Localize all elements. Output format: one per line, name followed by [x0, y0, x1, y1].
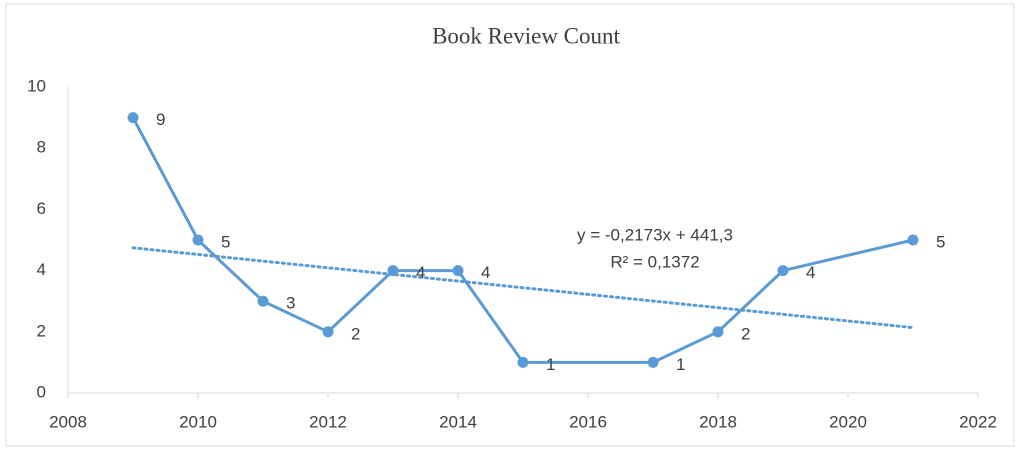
x-tick-label: 2022	[959, 412, 997, 431]
y-tick-label: 10	[27, 76, 46, 95]
data-point	[777, 265, 789, 277]
data-point	[712, 326, 724, 338]
y-tick-label: 8	[37, 138, 46, 157]
data-point	[907, 234, 919, 246]
data-label: 4	[416, 263, 425, 282]
data-label: 1	[676, 355, 685, 374]
x-tick-label: 2012	[309, 412, 347, 431]
data-label: 1	[546, 355, 555, 374]
data-label: 5	[936, 232, 945, 251]
data-label: 5	[221, 232, 230, 251]
y-tick-label: 0	[37, 382, 46, 401]
data-point	[452, 265, 464, 277]
data-point	[647, 356, 659, 368]
trendline-r-squared: R² = 0,1372	[610, 252, 699, 271]
x-tick-label: 2020	[829, 412, 867, 431]
y-tick-label: 4	[37, 260, 46, 279]
data-point	[517, 356, 529, 368]
chart-title: Book Review Count	[432, 23, 620, 48]
x-tick-label: 2016	[569, 412, 607, 431]
chart-border	[5, 3, 1015, 447]
data-label: 2	[741, 324, 750, 343]
y-tick-label: 6	[37, 199, 46, 218]
trendline-equation: y = -0,2173x + 441,3	[577, 225, 733, 244]
data-label: 4	[481, 263, 490, 282]
data-label: 4	[806, 263, 815, 282]
x-tick-label: 2018	[699, 412, 737, 431]
y-tick-label: 2	[37, 321, 46, 340]
data-point	[127, 112, 139, 124]
data-point	[387, 265, 399, 277]
x-tick-label: 2010	[179, 412, 217, 431]
data-point	[192, 234, 204, 246]
data-point	[322, 326, 334, 338]
data-label: 9	[156, 110, 165, 129]
data-point	[257, 295, 269, 307]
trendline	[131, 246, 915, 330]
x-tick-label: 2014	[439, 412, 477, 431]
data-label: 3	[286, 294, 295, 313]
x-tick-label: 2008	[49, 412, 87, 431]
data-label: 2	[351, 324, 360, 343]
